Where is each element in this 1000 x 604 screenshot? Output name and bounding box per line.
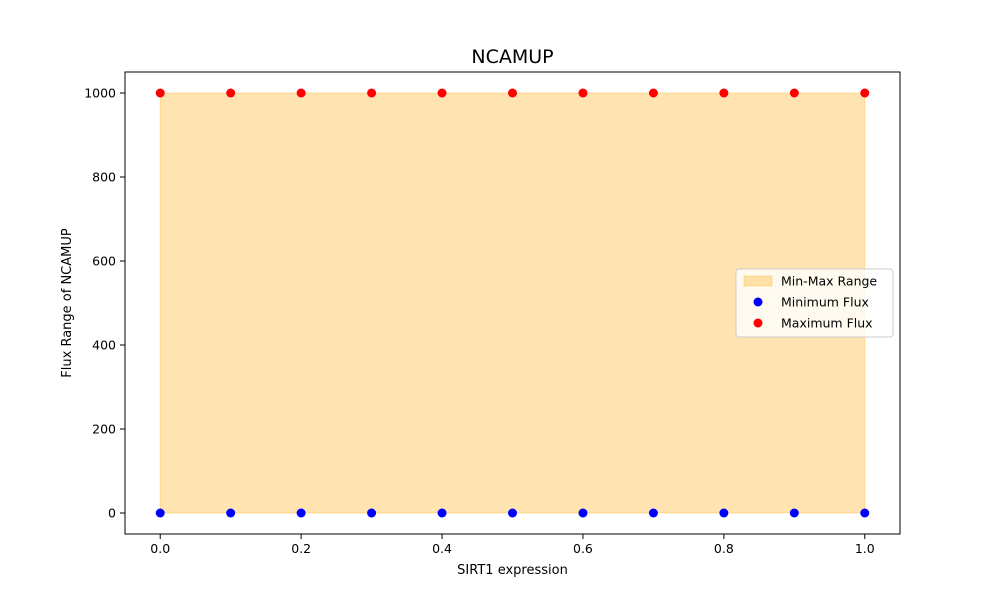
legend-minimum-flux-marker (753, 297, 763, 307)
y-tick-label: 0 (108, 506, 116, 521)
x-tick-label: 1.0 (855, 541, 875, 556)
legend-range-swatch (743, 275, 773, 287)
y-tick-label: 600 (92, 254, 116, 269)
x-tick-label: 0.4 (432, 541, 452, 556)
maximum-flux-point (860, 88, 870, 98)
maximum-flux-point (648, 88, 658, 98)
x-tick-label: 0.6 (573, 541, 593, 556)
maximum-flux-point (296, 88, 306, 98)
x-tick-label: 0.8 (714, 541, 734, 556)
legend-label: Maximum Flux (781, 316, 873, 331)
maximum-flux-point (155, 88, 165, 98)
axes-frame (124, 71, 901, 535)
minimum-flux-point (578, 508, 588, 518)
y-axis-label: Flux Range of NCAMUP (60, 228, 75, 378)
minimum-flux-point (437, 508, 447, 518)
minimum-flux-point (789, 508, 799, 518)
legend-maximum-flux-marker (753, 318, 763, 328)
minimum-flux-point (648, 508, 658, 518)
x-axis-label: SIRT1 expression (457, 563, 568, 578)
maximum-flux-point (508, 88, 517, 98)
maximum-flux-point (789, 88, 799, 98)
minimum-flux-point (226, 508, 236, 518)
minimum-flux-point (296, 508, 306, 518)
minimum-flux-point (155, 508, 165, 518)
y-tick-label: 400 (92, 338, 116, 353)
chart-title: NCAMUP (471, 46, 553, 68)
maximum-flux-point (719, 88, 729, 98)
legend: Min-Max Range Minimum Flux Maximum Flux (735, 268, 894, 338)
maximum-flux-point (367, 88, 377, 98)
minimum-flux-point (367, 508, 377, 518)
maximum-flux-point (226, 88, 236, 98)
y-tick-label: 1000 (84, 86, 116, 101)
minimum-flux-point (719, 508, 729, 518)
maximum-flux-point (578, 88, 588, 98)
x-tick-label: 0.0 (150, 541, 170, 556)
maximum-flux-point (437, 88, 447, 98)
y-tick-label: 200 (92, 422, 116, 437)
x-tick-label: 0.2 (291, 541, 311, 556)
minimum-flux-point (860, 508, 870, 518)
legend-box (735, 268, 894, 338)
minimum-flux-point (508, 508, 517, 518)
plot-area: 0.0 0.2 0.4 0.6 0.8 1.0 0 200 400 600 800 1000 (84, 71, 901, 556)
legend-label: Minimum Flux (781, 295, 869, 310)
y-tick-label: 800 (92, 170, 116, 185)
legend-label: Min-Max Range (781, 274, 877, 289)
